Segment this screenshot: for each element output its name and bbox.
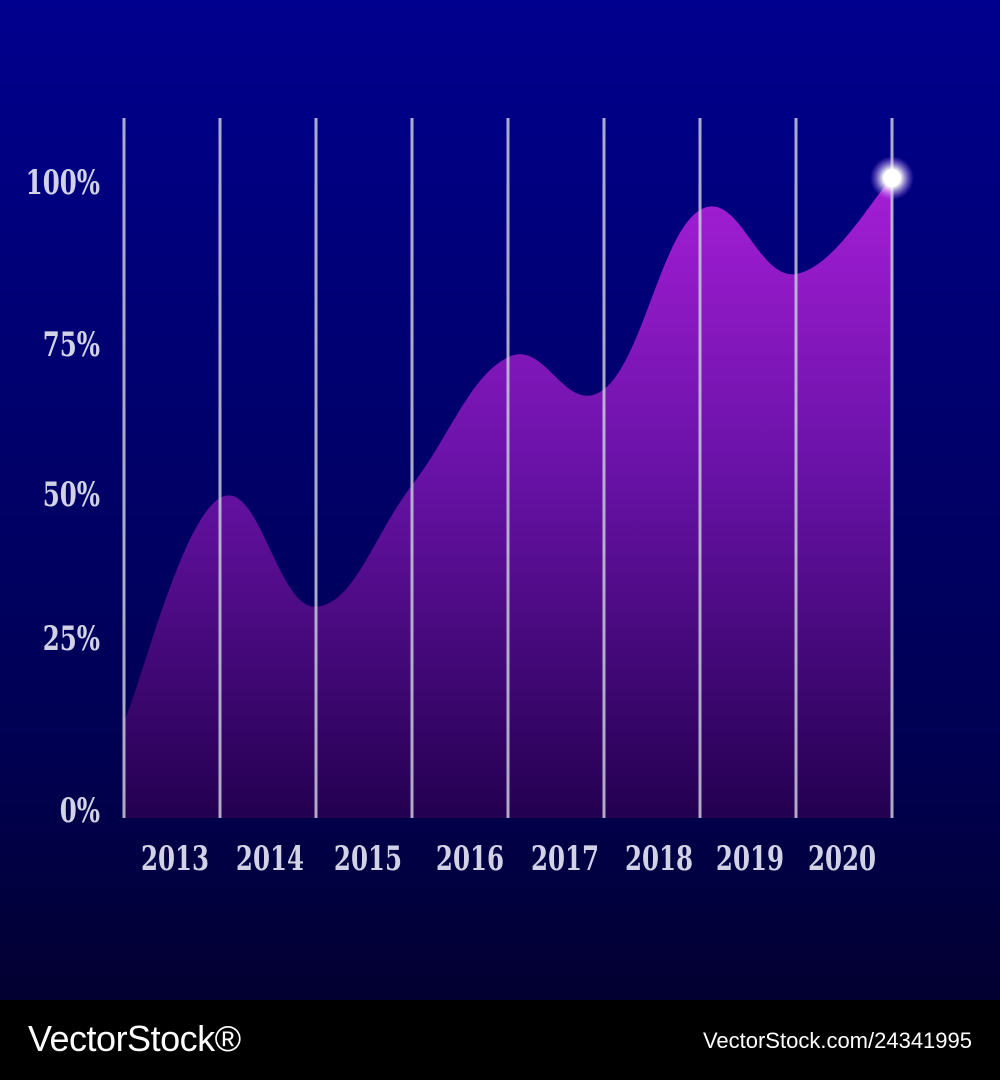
- ytick-label: 75%: [43, 324, 100, 364]
- area-chart: 100% 75% 50% 25% 0% 2013 2014 2015 2016 2017 2018…: [26, 118, 914, 878]
- ytick-label: 0%: [60, 790, 100, 830]
- xtick-label: 2016: [436, 838, 504, 878]
- xtick-label: 2015: [334, 838, 402, 878]
- highlight-marker: [883, 169, 901, 187]
- xtick-label: 2020: [808, 838, 876, 878]
- ytick-label: 25%: [43, 618, 100, 658]
- xtick-label: 2013: [141, 838, 209, 878]
- chart-canvas: 100% 75% 50% 25% 0% 2013 2014 2015 2016 2017 2018…: [0, 0, 1000, 1000]
- watermark-brand: VectorStock®: [28, 1018, 241, 1059]
- xtick-label: 2014: [236, 838, 304, 878]
- ytick-label: 100%: [26, 162, 100, 202]
- watermark-id: VectorStock.com/24341995: [702, 1028, 972, 1053]
- xtick-label: 2018: [625, 838, 693, 878]
- xtick-label: 2017: [531, 838, 599, 878]
- xtick-label: 2019: [716, 838, 784, 878]
- ytick-label: 50%: [43, 474, 100, 514]
- watermark-bar: VectorStock® VectorStock.com/24341995: [0, 1000, 1000, 1080]
